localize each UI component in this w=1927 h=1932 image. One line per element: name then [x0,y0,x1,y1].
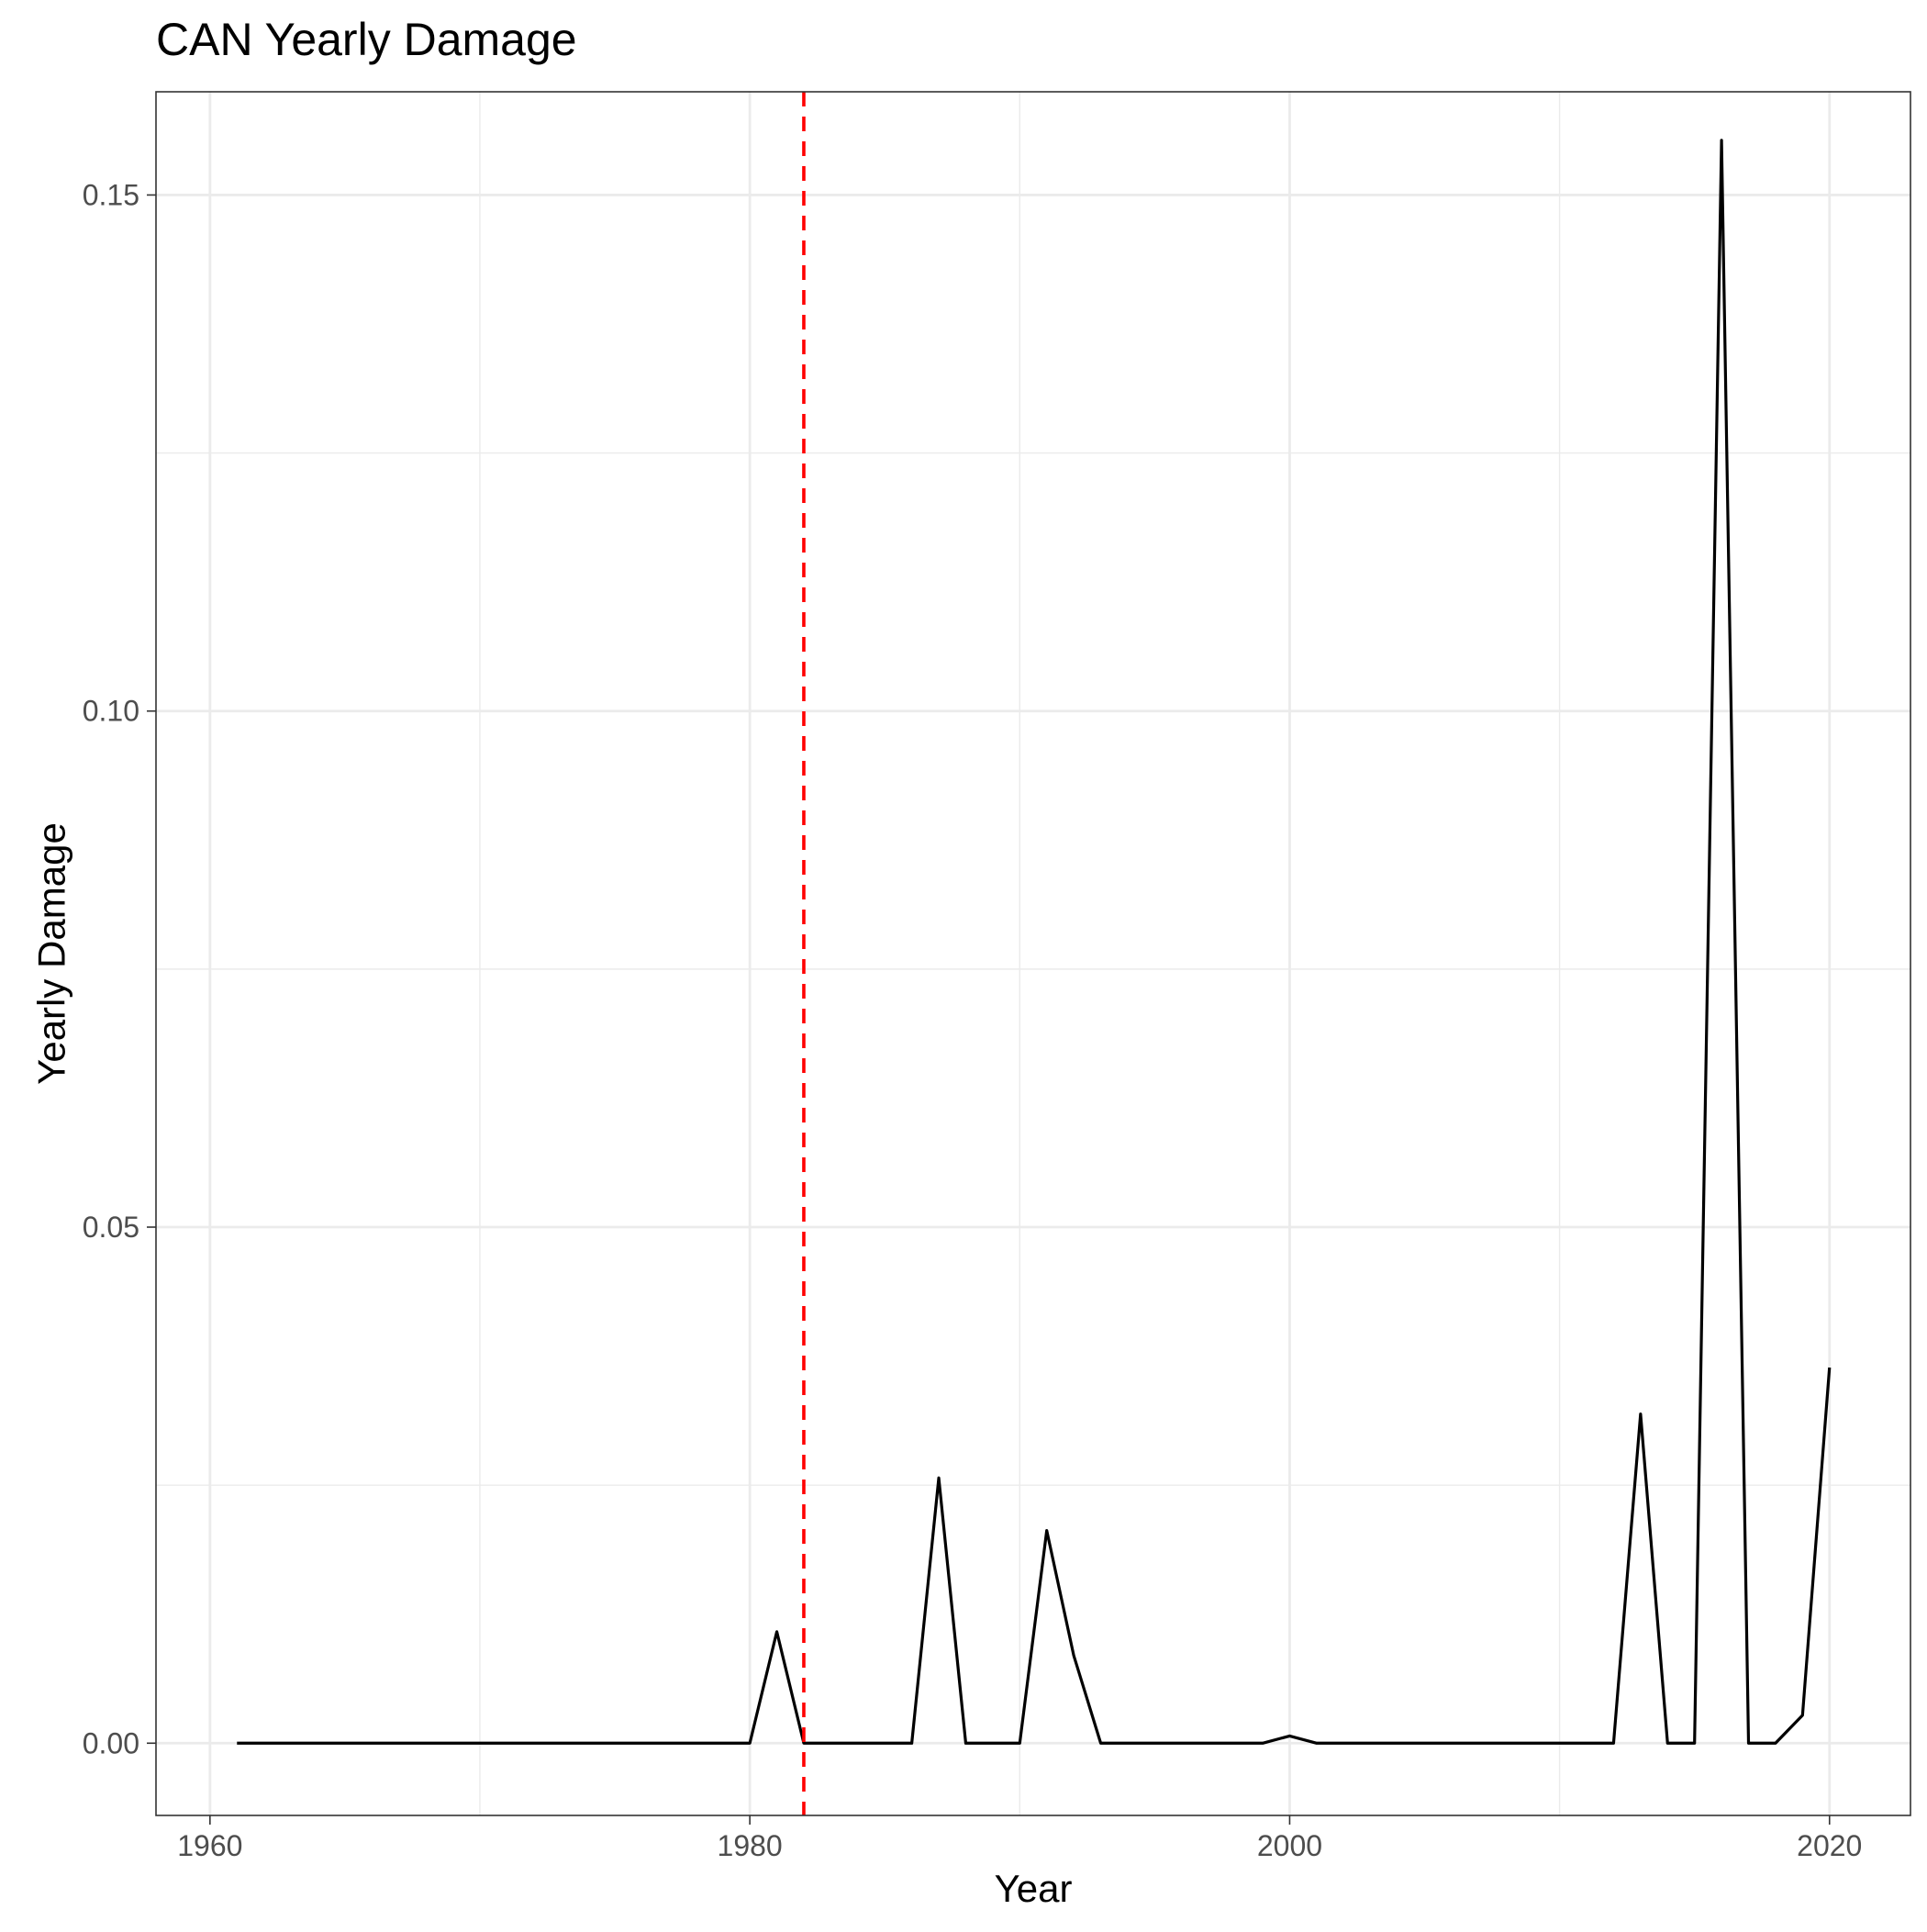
y-axis: 0.00 0.05 0.10 0.15 [83,178,156,1759]
x-axis: 1960 1980 2000 2020 [177,1815,1862,1862]
x-tick-label: 1960 [177,1829,242,1862]
y-tick-label: 0.00 [83,1726,139,1759]
y-tick-label: 0.15 [83,178,139,211]
x-tick-label: 2020 [1797,1829,1862,1862]
plot-border [155,91,1911,1816]
x-tick-label: 1980 [718,1829,783,1862]
y-axis-title: Yearly Damage [30,822,73,1085]
series-layer [237,139,1832,1745]
x-tick-label: 2000 [1257,1829,1322,1862]
series-line [237,139,1832,1745]
y-tick-label: 0.05 [83,1211,139,1244]
minor-gridlines [156,92,1910,1815]
chart-title: CAN Yearly Damage [156,14,577,65]
plot-panel [156,92,1910,1815]
x-axis-title: Year [995,1867,1073,1910]
y-tick-label: 0.10 [83,695,139,728]
